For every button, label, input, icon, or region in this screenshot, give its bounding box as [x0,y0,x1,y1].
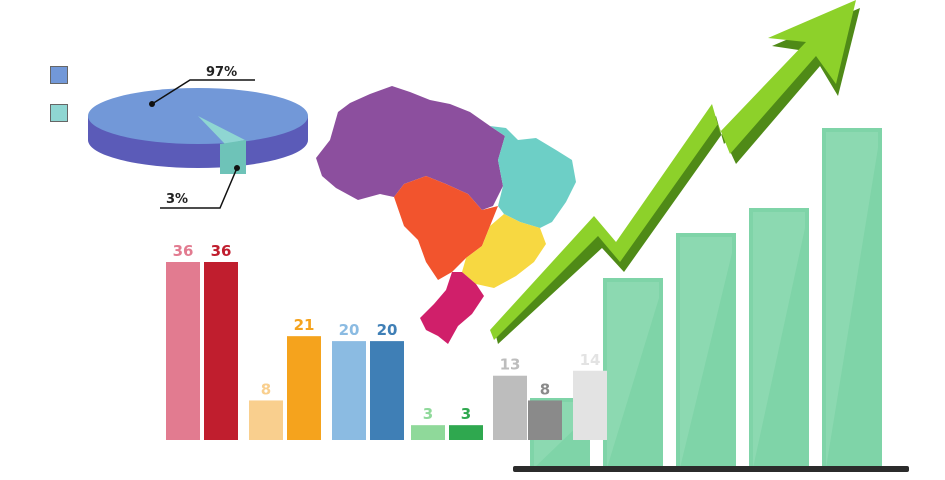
category-bar-label-9: 13 [500,356,521,374]
category-bar-label-3: 8 [261,380,271,398]
category-bar-4 [287,336,321,440]
category-bar-label-4: 21 [294,316,315,334]
category-bar-label-1: 36 [173,242,194,260]
pie-leader-3 [160,167,238,209]
category-bar-2 [204,262,238,440]
category-bar-5 [332,341,366,440]
category-bar-3 [249,400,283,440]
growth-bar-5 [822,128,882,468]
category-bar-label-8: 3 [461,405,471,423]
category-bar-1 [166,262,200,440]
category-bar-label-11: 14 [580,351,601,369]
region-southeast [462,214,546,288]
legend-swatch-3 [50,104,68,122]
category-bar-label-6: 20 [377,321,398,339]
region-northeast [490,126,576,228]
pie-dot-97 [149,101,155,107]
region-south [420,272,484,344]
pie-chart: 97% 3% [88,65,308,209]
category-bar-7 [411,425,445,440]
pie-label-97: 97% [206,65,237,80]
pie-slice-small [198,116,245,144]
brazil-map [316,86,576,344]
category-bar-11 [573,370,607,440]
growth-arrow [490,0,860,344]
pie-label-3: 3% [166,192,188,207]
pie-slice-small-side [220,140,246,174]
pie-dot-3 [234,165,240,171]
growth-bar-4 [749,208,809,468]
legend-swatch-97 [50,66,68,84]
baseline [513,466,909,472]
growth-bar-2 [603,278,663,468]
arrow-body [490,0,856,340]
growth-bar-highlight-4 [753,212,805,468]
category-bar-9 [493,375,527,440]
category-bar-label-7: 3 [423,405,433,423]
category-bar-label-2: 36 [211,242,232,260]
region-north [316,86,505,210]
category-bar-8 [449,425,483,440]
category-bar-chart: 36 36 8 21 20 20 3 3 13 8 14 [166,242,607,440]
growth-bar-3 [676,233,736,468]
pie-leader-97 [151,79,255,105]
growth-bar-highlight-5 [826,132,878,468]
category-bar-10 [528,400,562,440]
category-bar-6 [370,341,404,440]
category-bar-label-5: 20 [339,321,360,339]
category-bar-label-10: 8 [540,380,550,398]
growth-bar-highlight-3 [680,237,732,468]
growth-bar-highlight-2 [607,282,659,468]
region-midwest [394,176,498,280]
